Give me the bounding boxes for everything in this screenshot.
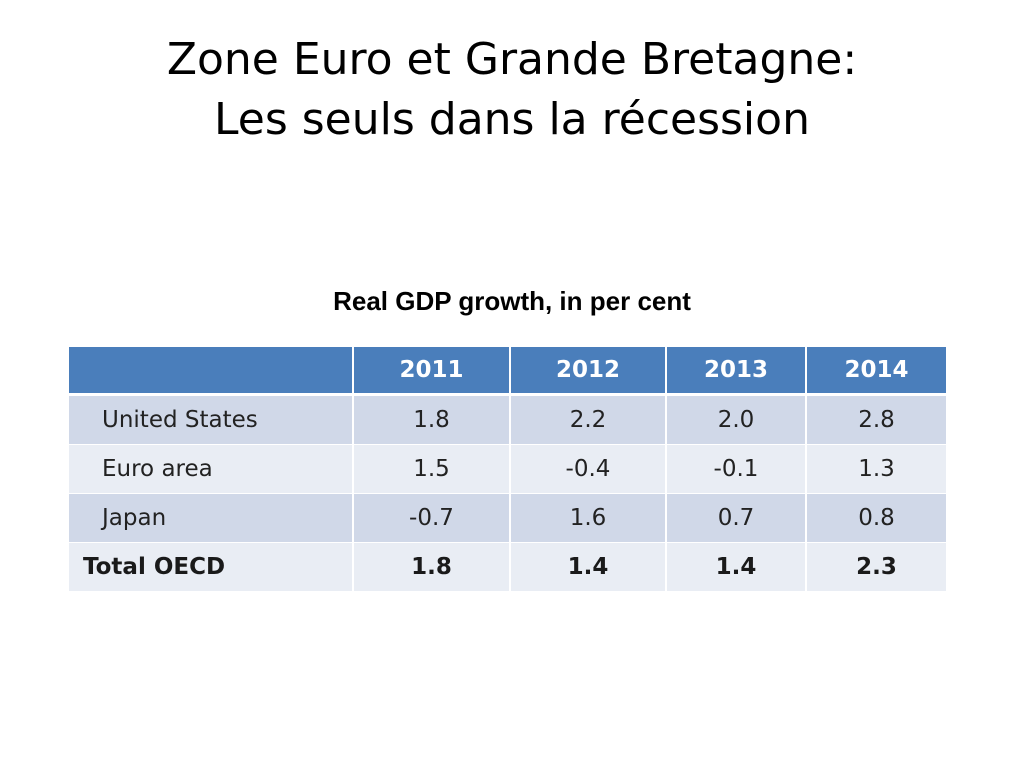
table-cell: 1.8 (353, 394, 511, 445)
header-cell-label (69, 347, 354, 396)
header-cell-2012: 2012 (510, 347, 667, 396)
table-cell: 2.8 (806, 394, 946, 445)
header-cell-2014: 2014 (806, 347, 946, 396)
table-cell: 1.5 (353, 444, 511, 494)
table-cell: 2.0 (666, 394, 807, 445)
table-row-united-states: United States 1.8 2.2 2.0 2.8 (69, 394, 946, 445)
header-cell-2013: 2013 (666, 347, 807, 396)
table-cell: 2.2 (510, 394, 667, 445)
table-row-total-oecd: Total OECD 1.8 1.4 1.4 2.3 (69, 542, 946, 592)
row-label: Euro area (69, 444, 354, 494)
table-cell: 1.8 (353, 542, 511, 592)
table-title: Real GDP growth, in per cent (333, 286, 691, 316)
table-row-japan: Japan -0.7 1.6 0.7 0.8 (69, 493, 946, 543)
row-label: Total OECD (69, 542, 354, 592)
slide-title: Zone Euro et Grande Bretagne: Les seuls … (0, 30, 1024, 150)
gdp-growth-table: 2011 2012 2013 2014 United States 1.8 2.… (69, 347, 946, 592)
table-cell: 1.6 (510, 493, 667, 543)
table-cell: 0.8 (806, 493, 946, 543)
table-cell: 1.4 (666, 542, 807, 592)
table-cell: 1.3 (806, 444, 946, 494)
slide-title-line-1: Zone Euro et Grande Bretagne: (166, 34, 858, 85)
table-cell: -0.4 (510, 444, 667, 494)
table-cell: 0.7 (666, 493, 807, 543)
row-label: United States (69, 394, 354, 445)
table-row-euro-area: Euro area 1.5 -0.4 -0.1 1.3 (69, 444, 946, 494)
header-cell-2011: 2011 (353, 347, 511, 396)
table-header-row: 2011 2012 2013 2014 (69, 347, 946, 396)
table-cell: 2.3 (806, 542, 946, 592)
row-label: Japan (69, 493, 354, 543)
table-cell: -0.7 (353, 493, 511, 543)
table-cell: -0.1 (666, 444, 807, 494)
table-cell: 1.4 (510, 542, 667, 592)
slide-title-line-2: Les seuls dans la récession (214, 94, 810, 145)
